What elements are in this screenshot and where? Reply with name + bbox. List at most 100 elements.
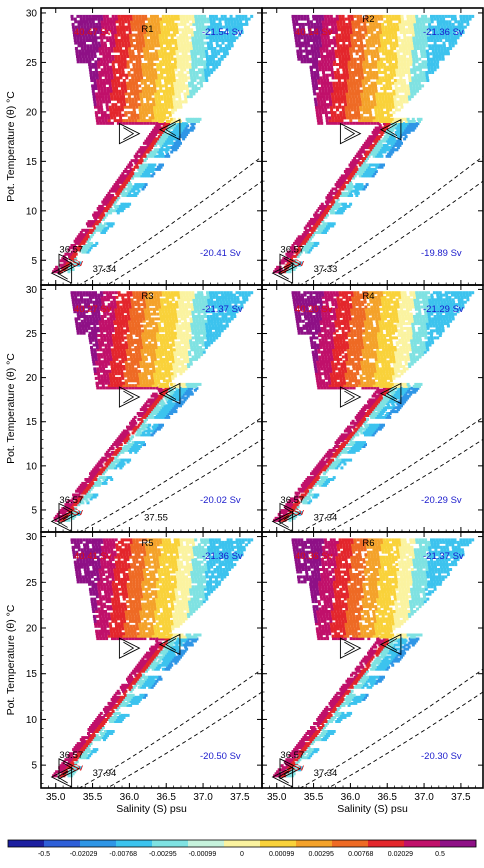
data-point (176, 14, 180, 18)
data-point (357, 68, 360, 72)
data-point (372, 148, 376, 152)
data-point (94, 376, 98, 380)
data-point (386, 60, 390, 64)
data-point (122, 121, 126, 125)
data-point (218, 17, 222, 21)
data-point (150, 357, 154, 361)
data-point (363, 71, 367, 74)
data-point (347, 204, 351, 208)
data-point (420, 49, 423, 53)
data-point (365, 20, 369, 24)
data-point (100, 204, 104, 208)
data-point (367, 79, 371, 82)
data-point (123, 39, 127, 42)
data-point (104, 113, 107, 117)
data-point (416, 22, 420, 26)
data-point (106, 379, 110, 383)
data-point (376, 79, 380, 82)
data-point (106, 355, 110, 359)
data-point (195, 89, 198, 93)
data-point (89, 235, 93, 239)
data-point (345, 44, 349, 48)
data-point (132, 108, 136, 112)
data-point (106, 374, 110, 378)
data-point (126, 55, 130, 58)
data-point (334, 121, 338, 125)
data-point (171, 374, 174, 378)
data-point (409, 14, 413, 18)
data-point (391, 81, 395, 85)
data-point (322, 222, 326, 226)
data-point (178, 76, 182, 80)
data-point (74, 252, 78, 256)
data-point (389, 60, 393, 64)
data-point (379, 141, 383, 145)
data-point (200, 60, 204, 64)
data-point (440, 28, 444, 32)
data-point (115, 89, 119, 93)
data-point (129, 355, 133, 359)
data-point (182, 60, 186, 64)
data-point (366, 141, 370, 145)
data-point (376, 33, 380, 37)
data-point (110, 202, 114, 206)
data-point (159, 17, 163, 21)
data-point (316, 95, 320, 99)
data-point (137, 76, 141, 80)
data-point (145, 157, 148, 160)
data-point (374, 108, 378, 112)
data-point (219, 49, 223, 53)
data-point (411, 31, 415, 34)
data-point (150, 17, 154, 21)
data-point (153, 20, 157, 24)
data-point (121, 22, 125, 26)
data-point (406, 63, 410, 66)
data-point (129, 172, 133, 176)
data-point (113, 183, 117, 187)
data-point (144, 111, 148, 115)
data-point (408, 28, 412, 32)
data-point (88, 244, 92, 247)
data-point (356, 57, 360, 61)
data-point (152, 386, 156, 390)
data-point (137, 185, 141, 189)
data-point (377, 108, 381, 112)
data-point (451, 41, 455, 45)
data-point (79, 231, 83, 234)
data-point (151, 22, 155, 26)
data-point (431, 49, 435, 53)
data-point (414, 76, 418, 80)
data-point (397, 130, 401, 134)
data-point (352, 176, 356, 180)
data-point (109, 360, 113, 364)
data-point (223, 36, 227, 40)
data-point (358, 76, 362, 80)
data-point (351, 89, 355, 93)
data-point (107, 76, 111, 80)
data-point (120, 105, 124, 109)
data-point (177, 139, 181, 143)
data-point (185, 36, 189, 40)
data-point (145, 25, 149, 29)
data-point (338, 55, 342, 58)
data-point (215, 41, 219, 45)
data-point (359, 170, 363, 173)
data-point (310, 73, 314, 77)
data-point (106, 17, 110, 21)
data-point (299, 31, 303, 34)
data-point (308, 224, 311, 228)
data-point (164, 81, 168, 85)
data-point (168, 92, 172, 96)
data-point (342, 178, 346, 182)
data-point (157, 25, 161, 29)
data-point (312, 217, 316, 221)
data-point (408, 31, 412, 34)
data-point (109, 211, 113, 215)
data-point (151, 73, 155, 77)
data-point (115, 92, 119, 96)
data-point (100, 376, 104, 380)
data-point (373, 172, 377, 176)
data-point (395, 89, 399, 93)
data-point (86, 22, 90, 26)
data-point (195, 41, 198, 45)
